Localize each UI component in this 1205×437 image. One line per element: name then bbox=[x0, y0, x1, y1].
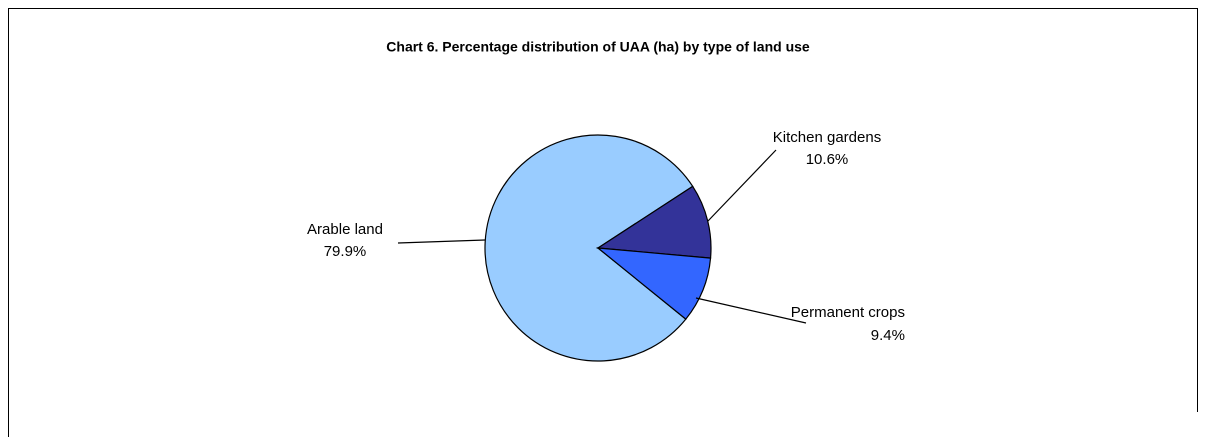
pie-slice bbox=[484, 134, 694, 362]
slice-value-label: 79.9% bbox=[324, 243, 367, 260]
slice-label: Kitchen gardens bbox=[773, 129, 881, 146]
slice-value-label: 9.4% bbox=[871, 327, 905, 344]
leader-line bbox=[707, 149, 777, 222]
pie-slice bbox=[596, 185, 712, 259]
slice-label: Permanent crops bbox=[791, 304, 905, 321]
chart-frame bbox=[8, 8, 1198, 437]
slice-value-label: 10.6% bbox=[806, 151, 849, 168]
chart-title: Chart 6. Percentage distribution of UAA … bbox=[386, 39, 810, 55]
leader-line bbox=[695, 297, 807, 324]
slice-label: Arable land bbox=[307, 221, 383, 238]
leader-line bbox=[397, 239, 486, 244]
pie-slice bbox=[596, 247, 712, 320]
